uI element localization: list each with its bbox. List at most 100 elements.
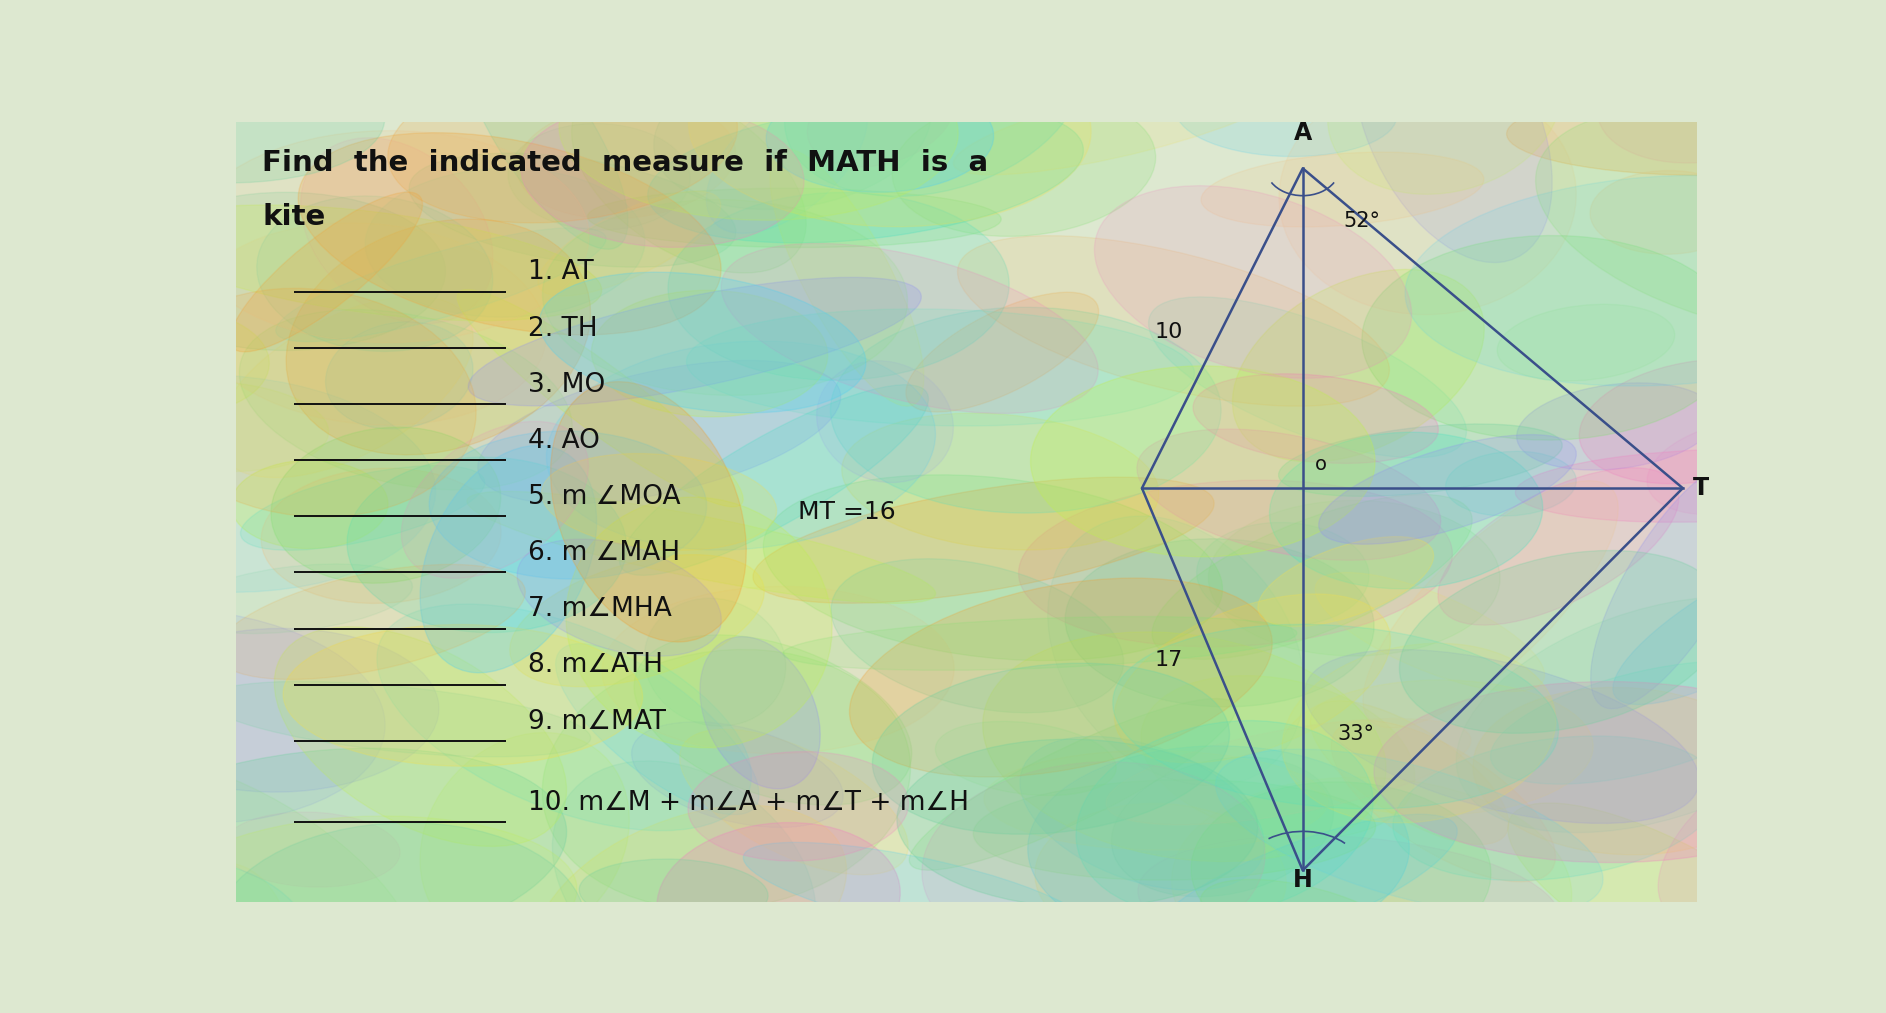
Ellipse shape [468,278,920,406]
Ellipse shape [230,460,389,548]
Ellipse shape [1394,736,1720,880]
Text: 8. m∠ATH: 8. m∠ATH [528,652,664,679]
Text: 17: 17 [1154,649,1183,670]
Ellipse shape [287,219,590,455]
Ellipse shape [647,102,1083,243]
Text: 7. m∠MHA: 7. m∠MHA [528,597,671,622]
Ellipse shape [1305,649,1699,824]
Ellipse shape [240,310,571,490]
Ellipse shape [898,739,1258,908]
Ellipse shape [602,587,954,754]
Ellipse shape [272,427,500,583]
Ellipse shape [588,188,1001,247]
Ellipse shape [1147,814,1458,958]
Text: 5. m ∠MOA: 5. m ∠MOA [528,484,681,510]
Ellipse shape [1646,420,1818,515]
Ellipse shape [389,61,737,223]
Ellipse shape [1201,152,1484,227]
Ellipse shape [954,73,1296,175]
Ellipse shape [1201,879,1409,967]
Ellipse shape [366,168,645,317]
Ellipse shape [521,103,803,247]
Ellipse shape [632,722,843,828]
Ellipse shape [764,475,1222,660]
Ellipse shape [160,816,577,973]
Ellipse shape [1175,69,1398,157]
Ellipse shape [973,780,1375,880]
Ellipse shape [743,843,1092,944]
Ellipse shape [1318,435,1577,544]
Ellipse shape [1354,0,1552,262]
Text: 1. AT: 1. AT [528,259,594,286]
Ellipse shape [1328,18,1562,194]
Ellipse shape [905,292,1100,412]
Ellipse shape [634,635,911,805]
Ellipse shape [509,555,764,687]
Ellipse shape [547,341,935,550]
Ellipse shape [1490,661,1792,784]
Ellipse shape [1364,481,1618,728]
Ellipse shape [72,749,566,959]
Ellipse shape [700,637,820,789]
Ellipse shape [421,446,596,673]
Ellipse shape [830,307,1220,513]
Ellipse shape [0,375,436,593]
Ellipse shape [1171,777,1571,998]
Ellipse shape [1332,720,1556,882]
Ellipse shape [922,762,1266,964]
Ellipse shape [783,617,1298,671]
Ellipse shape [1030,366,1375,557]
Ellipse shape [1658,760,1835,923]
Ellipse shape [564,913,732,968]
Text: 4. AO: 4. AO [528,427,600,454]
Ellipse shape [892,95,1156,236]
Ellipse shape [841,413,1158,550]
Ellipse shape [1362,236,1737,440]
Ellipse shape [753,477,1215,603]
Ellipse shape [213,823,587,1013]
Ellipse shape [119,628,439,792]
Ellipse shape [620,385,928,575]
Ellipse shape [679,729,909,875]
Ellipse shape [553,761,817,1000]
Text: 52°: 52° [1343,212,1381,231]
Ellipse shape [517,539,720,656]
Text: 9. m∠MAT: 9. m∠MAT [528,709,666,734]
Ellipse shape [1473,688,1777,855]
Text: Find  the  indicated  measure  if  MATH  is  a: Find the indicated measure if MATH is a [262,149,988,177]
Ellipse shape [477,361,841,503]
Ellipse shape [1020,736,1264,890]
Ellipse shape [592,291,828,416]
Ellipse shape [539,272,866,413]
Ellipse shape [77,858,311,1004]
Ellipse shape [85,309,270,415]
Ellipse shape [1192,782,1492,960]
Ellipse shape [543,649,911,910]
Text: H: H [1294,868,1313,892]
Ellipse shape [217,296,473,478]
Ellipse shape [984,751,1328,850]
Text: 33°: 33° [1337,724,1375,744]
Ellipse shape [141,289,475,517]
Ellipse shape [538,191,720,296]
Ellipse shape [217,564,526,680]
Ellipse shape [1590,460,1760,709]
Ellipse shape [1315,572,1545,692]
Ellipse shape [983,632,1386,861]
Ellipse shape [189,131,588,342]
Text: 10. m∠M + m∠A + m∠T + m∠H: 10. m∠M + m∠A + m∠T + m∠H [528,790,969,815]
Ellipse shape [206,682,590,757]
Ellipse shape [1035,803,1286,952]
Ellipse shape [654,51,932,210]
Ellipse shape [83,757,417,997]
Ellipse shape [326,322,473,428]
Ellipse shape [23,33,385,183]
Ellipse shape [817,361,952,482]
Text: kite: kite [262,204,324,231]
Ellipse shape [1613,536,1882,705]
Text: 6. m ∠MAH: 6. m ∠MAH [528,540,681,566]
Ellipse shape [275,228,605,341]
Ellipse shape [1516,383,1716,470]
Ellipse shape [1590,170,1745,254]
Ellipse shape [300,138,492,324]
